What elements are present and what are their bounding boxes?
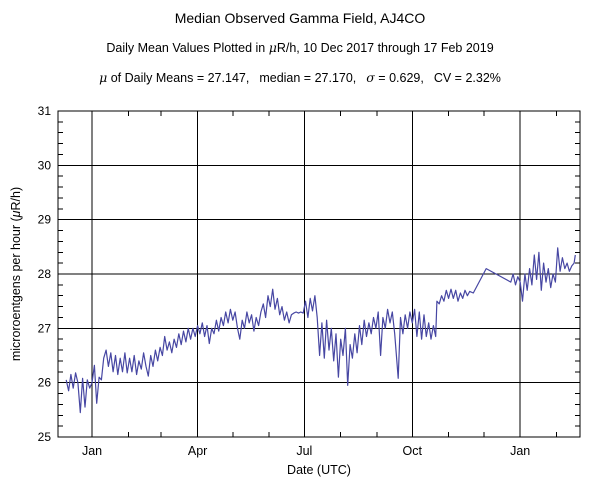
x-tick-label: Apr bbox=[188, 444, 207, 458]
sigma-symbol: σ bbox=[366, 70, 375, 85]
gamma-series-line bbox=[65, 247, 576, 414]
subtitle-post: R/h, 10 Dec 2017 through 17 Feb 2019 bbox=[276, 41, 494, 55]
stats-median: median = 27.170, bbox=[259, 71, 357, 85]
chart-title-text: Median Observed Gamma Field, AJ4CO bbox=[174, 10, 426, 26]
y-tick-label: 29 bbox=[38, 213, 52, 227]
y-tick-label: 30 bbox=[38, 158, 52, 172]
x-tick-label: Jan bbox=[510, 444, 530, 458]
y-tick-label: 31 bbox=[38, 104, 52, 118]
x-tick-label: Jan bbox=[82, 444, 102, 458]
mu-symbol: μ bbox=[99, 70, 108, 85]
y-tick-label: 28 bbox=[38, 267, 52, 281]
subtitle-pre: Daily Mean Values Plotted in bbox=[106, 41, 269, 55]
x-tick-label: Jul bbox=[296, 444, 312, 458]
mu-symbol: μ bbox=[268, 40, 277, 55]
chart-title: Median Observed Gamma Field, AJ4CO bbox=[0, 10, 600, 26]
stats-mean: of Daily Means = 27.147, bbox=[107, 71, 250, 85]
y-axis-label: microroentgens per hour (μR/h) bbox=[9, 187, 23, 361]
y-tick-label: 27 bbox=[38, 321, 52, 335]
chart-subtitle: Daily Mean Values Plotted in μR/h, 10 De… bbox=[0, 40, 600, 55]
y-tick-label: 25 bbox=[38, 430, 52, 444]
plot-border bbox=[57, 110, 581, 438]
stats-sigma: = 0.629, bbox=[374, 71, 424, 85]
stats-cv: CV = 2.32% bbox=[433, 71, 501, 85]
chart-stats: μ of Daily Means = 27.147, median = 27.17… bbox=[0, 70, 600, 85]
x-axis-label: Date (UTC) bbox=[287, 463, 351, 477]
x-tick-label: Oct bbox=[403, 444, 423, 458]
y-tick-label: 26 bbox=[38, 376, 52, 390]
